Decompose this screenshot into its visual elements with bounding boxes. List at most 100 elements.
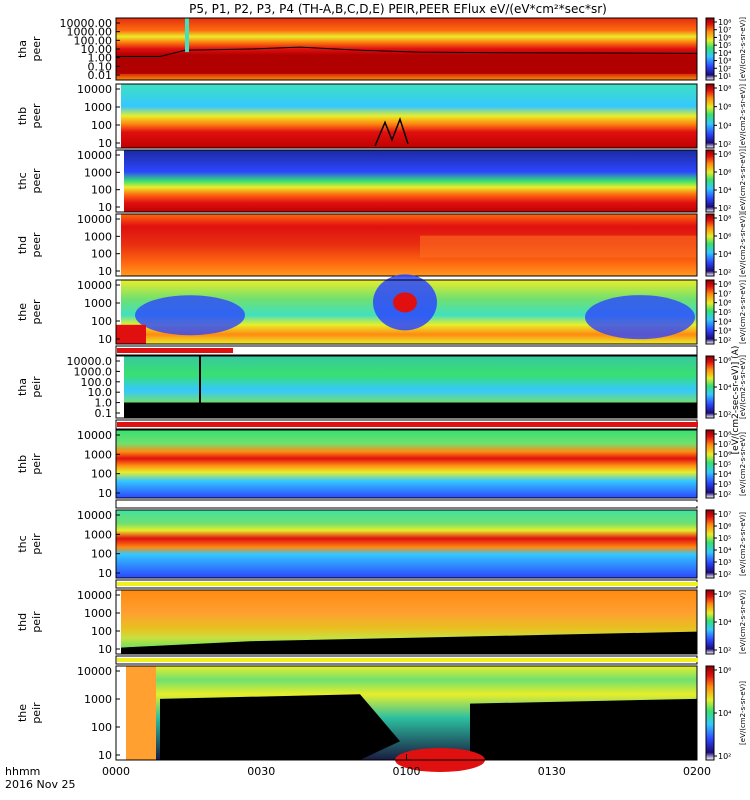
xtick-label: 0200	[683, 765, 711, 778]
ytick-label: 10000.0	[67, 355, 113, 368]
panel-frame	[115, 429, 698, 499]
colorbar-tick-label: 10³	[718, 480, 731, 489]
colorbar-tick-label: 10³	[718, 57, 731, 66]
panel-frame	[115, 149, 698, 213]
ytick-label: 1000	[84, 297, 112, 310]
colorbar-tick-label: 10⁵	[718, 460, 731, 469]
panel-species-label: peir	[30, 453, 43, 475]
panel-thd-peer: 10000 1000 100 10 thd peer 10⁸ 10⁶ 10⁴ 10² [eV/(cm…	[16, 213, 747, 278]
ytick-label: 1000	[84, 166, 112, 179]
panel-thb-peir: 10000 1000 100 10 thb peir 10⁸10⁷10⁶10⁵10⁴10³1…	[16, 429, 747, 500]
panel-the-peer: 10000 1000 100 10 the peer 10⁸10⁷10⁶10⁵10⁴10³1…	[16, 274, 747, 346]
panel-thb-peer: 10000 1000 100 10 thb peer 10⁸ 10⁶ 10⁴ 10² [eV/(cm…	[16, 83, 747, 150]
panel-species-label: peir	[30, 376, 43, 398]
colorbar-tick-label: 10⁸	[718, 150, 731, 159]
panel-thd-peir: 10000 1000 100 10 thd peir 10⁶ 10⁴ 10² [eV/(cm2-s…	[16, 589, 747, 656]
colorbar	[705, 149, 715, 213]
panel-probe-label: thb	[16, 455, 29, 473]
colorbar-tick-label: 10⁶	[718, 299, 731, 308]
ytick-label: 1000	[84, 230, 112, 243]
separator-bar	[117, 658, 698, 662]
panel-probe-label: the	[16, 303, 29, 321]
ytick-label: 1000	[84, 607, 112, 620]
colorbar-tick-label: 10⁴	[718, 383, 731, 392]
colorbar-units: [eV/(cm2-s-sr-eV)]	[739, 355, 747, 419]
ytick-label: 100.00	[74, 34, 113, 47]
colorbar-units: [eV/(cm2-s-sr-eV)]	[739, 432, 747, 496]
panel-species-label: peer	[30, 299, 43, 325]
ytick-label: 10.00	[81, 43, 113, 56]
colorbar-tick-label: 10¹	[718, 72, 731, 81]
colorbar-tick-label: 10⁴	[718, 618, 731, 627]
panel-probe-label: thb	[16, 107, 29, 125]
colorbar-tick-label: 10⁴	[718, 317, 731, 326]
ytick-label: 10.0	[88, 386, 113, 399]
panel-thc-peer: 10000 1000 100 10 thc peer 10⁸ 10⁶ 10⁴ 10² [eV/(cm…	[16, 149, 747, 214]
separator-bar	[117, 348, 233, 353]
ytick-label: 1.0	[95, 397, 113, 410]
colorbar	[705, 279, 715, 345]
data-gap	[116, 356, 124, 418]
ytick-label: 0.10	[88, 60, 113, 73]
panel-plot-area	[116, 430, 697, 498]
ytick-label: 10	[98, 265, 112, 278]
ytick-label: 1000	[84, 448, 112, 461]
colorbar-units: [eV/(cm2-s-sr-eV)]	[739, 17, 747, 81]
ytick-label: 100	[91, 548, 112, 561]
panel-species-label: peer	[30, 232, 43, 258]
ytick-label: 100.0	[81, 376, 113, 389]
ytick-label: 100	[91, 248, 112, 261]
ytick-label: 10	[98, 137, 112, 150]
early-interval	[126, 666, 156, 760]
ytick-label: 10	[98, 749, 112, 762]
colorbar-units: [eV/(cm2-s-sr-eV)]	[739, 280, 747, 344]
colorbar-side-label: [eV/(cm2-sec-sr-eV)] (A)	[731, 346, 741, 455]
core-spot	[393, 292, 417, 313]
colorbar-tick-label: 10²	[718, 336, 731, 345]
colorbar	[705, 355, 715, 419]
colorbar	[705, 665, 715, 761]
separator-bar	[117, 582, 698, 586]
panel-frame	[115, 509, 698, 579]
colorbar-tick-label: 10²	[718, 490, 731, 499]
below-threshold	[121, 631, 697, 654]
below-threshold	[124, 402, 697, 418]
potential-trace	[116, 46, 698, 57]
panel-thc-peir: 10000 1000 100 10 thc peir 10⁷ 10⁶ 10⁵ 10⁴ 10³ 10² […	[16, 509, 747, 580]
colorbar-units: [eV/(cm2-s-sr-eV)]	[739, 213, 747, 277]
ytick-label: 10	[98, 643, 112, 656]
ytick-label: 100	[91, 625, 112, 638]
warm-region	[420, 235, 697, 258]
colorbar-tick-label: 10⁶	[718, 232, 731, 241]
colorbar	[705, 213, 715, 277]
colorbar-tick-label: 10²	[718, 64, 731, 73]
ytick-label: 100	[91, 119, 112, 132]
colorbar-tick-label: 10⁴	[718, 49, 731, 58]
low-flux-region	[585, 295, 695, 340]
colorbar-tick-label: 10⁶	[718, 666, 731, 675]
colorbar-tick-label: 10⁸	[718, 18, 731, 27]
ytick-label: 1000.0	[74, 365, 113, 378]
xtick-label: 0000	[102, 765, 130, 778]
ytick-label: 10000	[77, 429, 112, 442]
colorbar-tick-label: 10⁶	[718, 33, 731, 42]
colorbar-tick-label: 10⁶	[718, 522, 731, 531]
ytick-label: 10000.00	[60, 17, 113, 30]
separator-strip	[115, 345, 698, 356]
colorbar-tick-label: 10⁸	[718, 280, 731, 289]
panel-species-label: peir	[30, 611, 43, 633]
colorbar-units: [eV/(cm2-s-sr-eV)]	[739, 590, 747, 654]
data-gap	[116, 150, 124, 212]
colorbar-tick-label: 10⁴	[718, 186, 731, 195]
colorbar-tick-label: 10³	[718, 327, 731, 336]
below-threshold	[160, 694, 400, 760]
colorbar	[705, 17, 715, 81]
colorbar-tick-label: 10⁷	[718, 26, 731, 35]
x-axis-label: hhmm	[5, 765, 40, 778]
panel-plot-area	[116, 510, 697, 578]
panel-frame	[115, 355, 698, 419]
low-flux-region	[135, 295, 245, 336]
panel-probe-label: the	[16, 704, 29, 722]
